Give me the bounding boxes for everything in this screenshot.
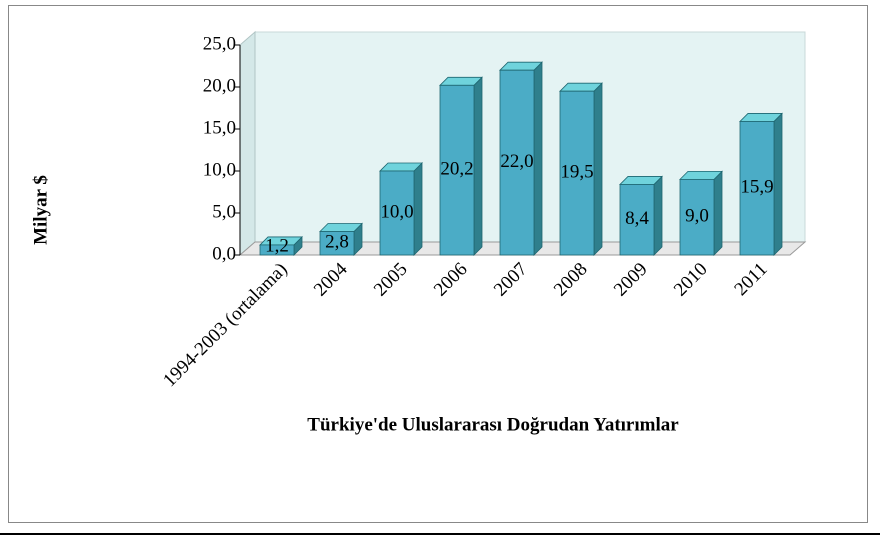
y-tick-label: 25,0 <box>203 33 236 54</box>
bar-side <box>473 76 483 256</box>
value-label: 8,4 <box>625 208 649 229</box>
value-label: 19,5 <box>560 161 593 182</box>
bar-top <box>439 76 483 86</box>
value-label: 1,2 <box>265 235 289 256</box>
bar-side <box>653 175 663 256</box>
bar <box>319 231 355 256</box>
bar <box>619 184 655 256</box>
bar-top <box>679 170 723 180</box>
value-label: 20,2 <box>440 159 473 180</box>
bar-side <box>533 61 543 256</box>
bar-top <box>619 176 663 185</box>
y-tick-label: 20,0 <box>203 75 236 96</box>
side-wall <box>239 30 256 257</box>
y-tick-label: 5,0 <box>212 201 236 222</box>
bar-top <box>739 113 783 122</box>
y-tick-label: 15,0 <box>203 117 236 138</box>
bar-top <box>379 162 423 172</box>
bar <box>679 178 715 256</box>
bar <box>439 84 475 256</box>
value-label: 10,0 <box>380 201 413 222</box>
bar <box>499 69 535 256</box>
bar-top <box>559 82 603 92</box>
value-label: 15,9 <box>740 177 773 198</box>
value-label: 2,8 <box>325 232 349 253</box>
y-tick-label: 0,0 <box>212 243 236 264</box>
bar <box>559 90 595 256</box>
bar <box>739 121 775 256</box>
bar-side <box>593 82 603 256</box>
y-axis-label: Milyar $ <box>30 175 51 245</box>
value-label: 22,0 <box>500 151 533 172</box>
bar-side <box>413 162 423 256</box>
chart-title: Türkiye'de Uluslararası Doğrudan Yatırım… <box>307 414 679 435</box>
bar-side <box>713 170 723 256</box>
bar <box>259 244 295 256</box>
value-label: 9,0 <box>685 206 709 227</box>
bar-top <box>499 61 543 71</box>
bar-top <box>319 223 363 232</box>
bar <box>379 170 415 256</box>
bar-side <box>773 112 783 256</box>
y-tick-label: 10,0 <box>203 159 236 180</box>
